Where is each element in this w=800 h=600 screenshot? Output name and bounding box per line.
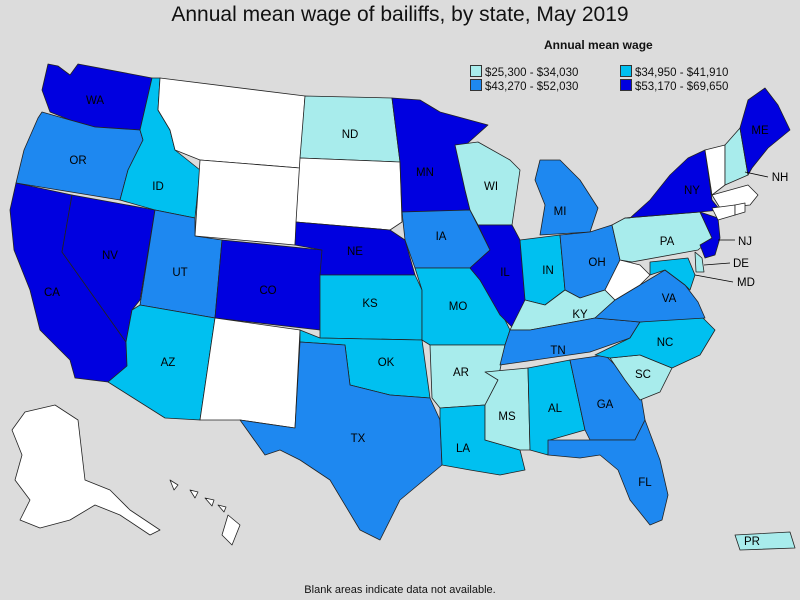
- state-label-GA: GA: [597, 399, 614, 411]
- state-label-AZ: AZ: [161, 357, 176, 369]
- state-label-NV: NV: [102, 250, 118, 262]
- state-HI[interactable]: [169, 479, 241, 546]
- state-MA[interactable]: [711, 184, 759, 209]
- state-label-MD: MD: [737, 277, 755, 289]
- state-label-MN: MN: [416, 167, 434, 179]
- state-FL[interactable]: [547, 419, 669, 526]
- legend-label: $43,270 - $52,030: [485, 81, 579, 93]
- state-label-NE: NE: [347, 246, 363, 258]
- state-MD[interactable]: [649, 257, 696, 291]
- legend-swatch: [470, 79, 482, 91]
- state-label-PA: PA: [660, 236, 675, 248]
- state-label-PR: PR: [744, 536, 760, 548]
- state-label-CO: CO: [259, 285, 276, 297]
- state-label-NC: NC: [657, 337, 674, 349]
- state-label-ND: ND: [342, 129, 359, 141]
- state-NM[interactable]: [199, 317, 301, 429]
- state-MI[interactable]: [534, 159, 599, 236]
- state-label-DE: DE: [733, 258, 749, 270]
- state-label-KS: KS: [362, 298, 378, 310]
- state-label-MS: MS: [498, 411, 516, 423]
- state-WY[interactable]: [194, 159, 301, 246]
- legend-item-tier2: $34,950 - $41,910: [620, 65, 728, 79]
- state-label-AR: AR: [453, 367, 469, 379]
- state-IL[interactable]: [469, 224, 526, 331]
- legend-label: $25,300 - $34,030: [485, 67, 579, 79]
- state-label-LA: LA: [456, 443, 470, 455]
- state-label-WI: WI: [484, 181, 498, 193]
- legend-swatch: [620, 65, 632, 77]
- legend-label: $34,950 - $41,910: [635, 67, 729, 79]
- state-label-KY: KY: [572, 309, 588, 321]
- state-label-OR: OR: [69, 155, 86, 167]
- state-SD[interactable]: [295, 157, 403, 231]
- state-label-AL: AL: [548, 403, 563, 415]
- state-label-CA: CA: [44, 287, 60, 299]
- state-TX[interactable]: [239, 341, 443, 541]
- state-label-WA: WA: [86, 95, 104, 107]
- state-PR[interactable]: [734, 531, 796, 551]
- legend-item-tier1: $25,300 - $34,030: [470, 65, 578, 79]
- state-NY[interactable]: [624, 149, 721, 219]
- state-label-NY: NY: [684, 185, 700, 197]
- footer-note: Blank areas indicate data not available.: [304, 584, 496, 596]
- legend-swatch: [620, 79, 632, 91]
- state-label-ME: ME: [751, 125, 769, 137]
- callout-line-NH: [744, 171, 769, 178]
- state-label-NH: NH: [772, 172, 789, 184]
- state-NC[interactable]: [594, 314, 716, 369]
- callout-line-DE: [703, 262, 731, 266]
- legend-label: $53,170 - $69,650: [635, 81, 729, 93]
- legend-swatch: [470, 65, 482, 77]
- state-label-FL: FL: [638, 477, 652, 489]
- legend-item-tier3: $43,270 - $52,030: [470, 79, 578, 93]
- state-AK[interactable]: [11, 404, 161, 536]
- state-RI[interactable]: [734, 202, 746, 216]
- state-NJ[interactable]: [699, 211, 721, 259]
- state-label-VA: VA: [662, 293, 677, 305]
- state-label-SC: SC: [635, 369, 651, 381]
- state-DE[interactable]: [694, 251, 705, 273]
- state-label-NJ: NJ: [738, 236, 752, 248]
- state-label-ID: ID: [152, 181, 164, 193]
- state-label-IL: IL: [500, 267, 510, 279]
- state-label-MO: MO: [449, 301, 468, 313]
- legend-title: Annual mean wage: [544, 38, 653, 52]
- state-label-OK: OK: [378, 357, 395, 369]
- state-label-IA: IA: [436, 231, 447, 243]
- map-title: Annual mean wage of bailiffs, by state, …: [171, 3, 629, 26]
- legend-item-tier4: $53,170 - $69,650: [620, 79, 728, 93]
- callout-line-MD: [694, 274, 734, 283]
- state-label-UT: UT: [172, 267, 187, 279]
- state-label-TX: TX: [351, 433, 366, 445]
- state-label-TN: TN: [550, 345, 565, 357]
- state-label-IN: IN: [542, 265, 554, 277]
- state-label-OH: OH: [588, 257, 605, 269]
- state-label-MI: MI: [554, 206, 567, 218]
